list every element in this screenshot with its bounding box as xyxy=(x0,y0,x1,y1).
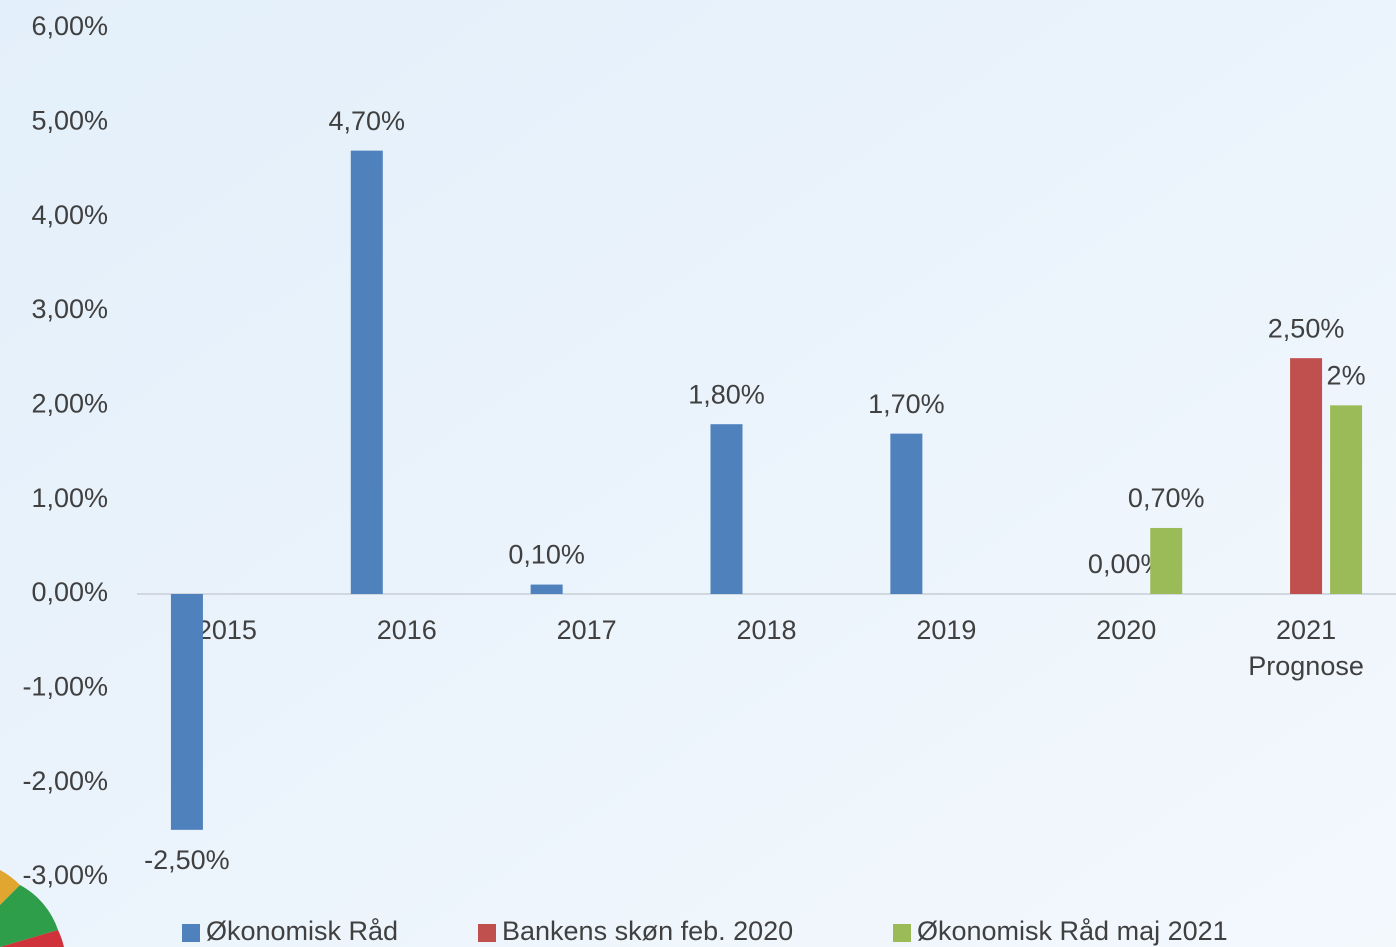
data-label: 1,70% xyxy=(868,389,945,419)
legend-swatch xyxy=(182,924,200,942)
y-tick-label: 4,00% xyxy=(31,200,108,230)
bar xyxy=(710,424,743,594)
y-tick-label: 6,00% xyxy=(31,11,108,41)
bar xyxy=(170,594,203,830)
x-tick-label: 2015 xyxy=(197,615,257,645)
y-tick-label: -1,00% xyxy=(22,671,108,701)
x-tick-label: 2021 Prognose xyxy=(1248,615,1364,681)
legend-label: Bankens skøn feb. 2020 xyxy=(502,916,793,946)
x-tick-label: 2018 xyxy=(736,615,796,645)
x-tick-label: 2019 xyxy=(916,615,976,645)
data-label: 1,80% xyxy=(688,379,765,409)
decoration xyxy=(0,885,58,947)
x-tick-label: 2020 xyxy=(1096,615,1156,645)
bar xyxy=(1150,527,1183,594)
legend-label: Økonomisk Råd xyxy=(206,916,398,946)
legend-swatch xyxy=(893,924,911,942)
decoration xyxy=(0,870,20,905)
y-tick-label: -2,00% xyxy=(22,766,108,796)
data-label: 2% xyxy=(1327,360,1366,390)
bar xyxy=(1330,405,1363,594)
y-tick-label: -3,00% xyxy=(22,860,108,890)
y-tick-label: 1,00% xyxy=(31,483,108,513)
legend-swatch xyxy=(478,924,496,942)
data-label: 4,70% xyxy=(329,106,406,136)
data-label: 2,50% xyxy=(1268,313,1345,343)
y-tick-label: 2,00% xyxy=(31,388,108,418)
decoration xyxy=(0,930,64,947)
y-tick-label: 5,00% xyxy=(31,105,108,135)
data-label: 0,10% xyxy=(508,540,585,570)
bar xyxy=(1290,358,1323,594)
data-label: -2,50% xyxy=(144,845,230,875)
data-label: 0,70% xyxy=(1128,483,1205,513)
x-tick-label: 2017 xyxy=(557,615,617,645)
legend-label: Økonomisk Råd maj 2021 xyxy=(917,916,1228,946)
y-tick-label: 0,00% xyxy=(31,577,108,607)
bar xyxy=(890,433,923,594)
bar xyxy=(530,584,563,594)
bar xyxy=(350,150,383,594)
x-tick-label: 2016 xyxy=(377,615,437,645)
y-tick-label: 3,00% xyxy=(31,294,108,324)
